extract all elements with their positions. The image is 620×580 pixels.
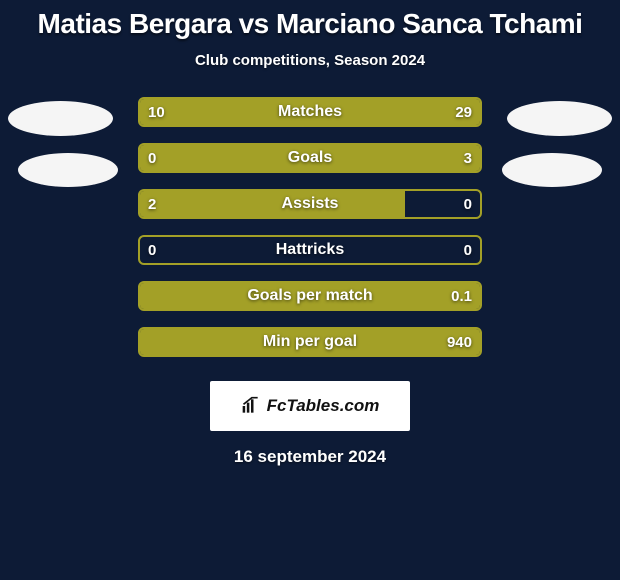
stat-value-right: 0 (464, 191, 472, 217)
stat-value-right: 940 (447, 329, 472, 355)
player-right-portrait-2 (502, 153, 602, 187)
stat-value-right: 0 (464, 237, 472, 263)
stat-value-right: 29 (455, 99, 472, 125)
stat-row: Min per goal940 (138, 327, 482, 357)
stat-value-left: 0 (148, 145, 156, 171)
stat-row: Goals0 3 (138, 143, 482, 173)
player-left-portrait-1 (8, 101, 113, 136)
player-right-portrait-1 (507, 101, 612, 136)
stat-label: Matches (140, 99, 480, 125)
player-left-portrait-2 (18, 153, 118, 187)
date-line: 16 september 2024 (0, 447, 620, 467)
stat-value-left: 2 (148, 191, 156, 217)
stat-row: Matches10 29 (138, 97, 482, 127)
comparison-chart: Matches1029Goals03Assists20Hattricks00Go… (0, 97, 620, 367)
fctables-logo-icon (241, 396, 261, 416)
page-title: Matias Bergara vs Marciano Sanca Tchami (0, 0, 620, 40)
stat-value-left: 10 (148, 99, 165, 125)
stat-row: Assists2 0 (138, 189, 482, 219)
page-subtitle: Club competitions, Season 2024 (0, 52, 620, 69)
stat-value-left: 0 (148, 237, 156, 263)
stat-label: Min per goal (140, 329, 480, 355)
stat-label: Assists (140, 191, 480, 217)
stat-value-right: 0.1 (451, 283, 472, 309)
stat-value-right: 3 (464, 145, 472, 171)
stat-row: Goals per match0.1 (138, 281, 482, 311)
stat-row: Hattricks0 0 (138, 235, 482, 265)
stat-label: Goals (140, 145, 480, 171)
fctables-logo-text: FcTables.com (267, 396, 380, 416)
fctables-badge[interactable]: FcTables.com (210, 381, 410, 431)
bars-container: Matches1029Goals03Assists20Hattricks00Go… (138, 97, 482, 373)
stat-label: Hattricks (140, 237, 480, 263)
stat-label: Goals per match (140, 283, 480, 309)
